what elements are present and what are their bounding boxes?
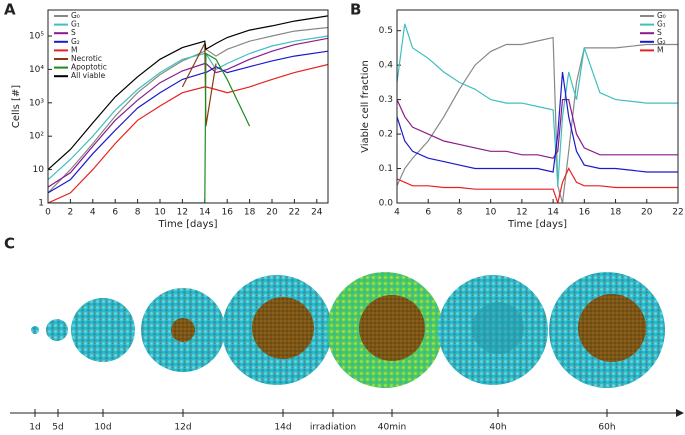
timeline-label: 40h	[489, 423, 506, 433]
y-axis-label: Cells [#]	[11, 85, 22, 128]
legend-label: G₁	[71, 20, 80, 29]
x-tick-label: 16	[579, 208, 591, 218]
y-tick-label: 10	[33, 165, 45, 175]
series-line	[397, 167, 678, 203]
y-axis-label: Viable cell fraction	[360, 60, 371, 153]
y-tick-label: 0.2	[379, 130, 393, 140]
series-line	[397, 99, 678, 159]
legend-label: S	[657, 28, 662, 37]
y-tick-label: 10³	[29, 98, 44, 108]
y-tick-label: 10⁴	[29, 65, 44, 75]
spheroids	[31, 272, 665, 388]
series-line	[397, 71, 678, 173]
y-tick-label: 0.0	[379, 199, 394, 209]
spheroid	[71, 298, 135, 362]
legend-label: M	[71, 45, 77, 54]
legend-label: Apoptotic	[71, 63, 107, 72]
x-tick-label: 16	[221, 208, 233, 218]
necrotic-core	[578, 294, 646, 362]
plot-frame	[396, 9, 679, 204]
legend-label: Necrotic	[71, 54, 102, 63]
y-tick-label: 10⁵	[29, 31, 44, 41]
x-tick-label: 10	[154, 208, 166, 218]
panel-label: C	[4, 235, 15, 253]
x-axis-label: Time [days]	[157, 219, 217, 230]
legend-label: All viable	[71, 71, 106, 80]
legend-label: S	[71, 28, 76, 37]
timeline-label: 10d	[94, 423, 111, 433]
necrotic-core	[252, 297, 314, 359]
legend-label: M	[657, 45, 663, 54]
panel-label: A	[4, 1, 16, 19]
spheroid	[31, 326, 39, 334]
legend-label: G₂	[71, 37, 80, 46]
series-line	[48, 63, 328, 203]
x-tick-label: 20	[266, 208, 278, 218]
series-line	[397, 36, 678, 203]
x-tick-label: 8	[135, 208, 141, 218]
x-tick-label: 4	[90, 208, 96, 218]
y-tick-label: 1	[38, 199, 44, 209]
legend-label: G₀	[657, 11, 666, 20]
x-tick-label: 18	[610, 208, 622, 218]
x-tick-label: 0	[45, 208, 51, 218]
x-tick-label: 6	[425, 208, 431, 218]
y-tick-label: 0.5	[379, 26, 393, 36]
legend-label: G₂	[657, 37, 666, 46]
spheroid	[46, 319, 68, 341]
necrotic-core	[359, 295, 425, 361]
x-tick-label: 8	[457, 208, 463, 218]
timeline-label: 5d	[52, 423, 63, 433]
series-line	[48, 15, 328, 171]
series-line	[397, 23, 678, 186]
legend-label: G₁	[657, 20, 666, 29]
panel-label: B	[350, 1, 361, 19]
y-tick-label: 0.3	[379, 95, 393, 105]
timeline-label: 60h	[598, 423, 615, 433]
x-tick-label: 6	[112, 208, 118, 218]
x-tick-label: 14	[547, 208, 559, 218]
x-tick-label: 22	[672, 208, 683, 218]
x-tick-label: 10	[485, 208, 497, 218]
y-tick-label: 0.4	[379, 61, 394, 71]
necrotic-core	[171, 318, 195, 342]
timeline-label: 12d	[174, 423, 191, 433]
timeline	[10, 409, 684, 417]
legend-label: G₀	[71, 11, 80, 20]
arrow-head	[676, 409, 684, 417]
x-tick-label: 14	[199, 208, 211, 218]
x-tick-label: 12	[516, 208, 527, 218]
core	[472, 302, 524, 354]
timeline-label: irradiation	[310, 423, 356, 433]
x-tick-label: 18	[244, 208, 256, 218]
timeline-label: 14d	[274, 423, 291, 433]
series-line	[48, 52, 251, 203]
x-tick-label: 12	[177, 208, 188, 218]
y-tick-label: 0.1	[379, 164, 393, 174]
x-tick-label: 2	[68, 208, 74, 218]
x-tick-label: 24	[311, 208, 323, 218]
x-tick-label: 20	[641, 208, 653, 218]
x-tick-label: 22	[289, 208, 300, 218]
series-line	[48, 26, 328, 194]
y-tick-label: 10²	[29, 132, 44, 142]
plot-frame	[47, 9, 329, 204]
timeline-label: 1d	[29, 423, 40, 433]
x-tick-label: 4	[394, 208, 400, 218]
timeline-label: 40min	[378, 423, 406, 433]
x-axis-label: Time [days]	[507, 219, 567, 230]
